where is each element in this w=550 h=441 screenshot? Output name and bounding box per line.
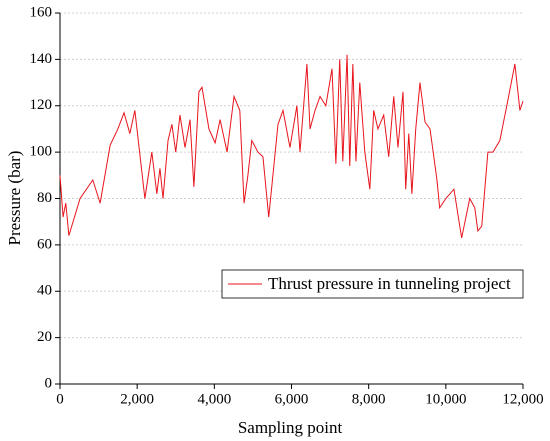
x-tick-label: 6,000 [275, 391, 309, 407]
x-tick-label: 10,000 [425, 391, 466, 407]
x-tick-label: 12,000 [502, 391, 543, 407]
y-tick-label: 0 [45, 375, 53, 391]
y-tick-label: 120 [30, 97, 53, 113]
y-tick-label: 100 [30, 144, 53, 160]
y-axis-label: Pressure (bar) [5, 151, 24, 246]
x-tick-label: 8,000 [352, 391, 386, 407]
y-tick-label: 140 [30, 51, 53, 67]
y-tick-label: 160 [30, 4, 53, 20]
x-tick-label: 2,000 [120, 391, 154, 407]
legend-label: Thrust pressure in tunneling project [268, 274, 511, 293]
x-tick-label: 0 [56, 391, 64, 407]
y-tick-label: 60 [37, 236, 52, 252]
data-line [59, 54, 524, 239]
y-tick-label: 20 [37, 329, 52, 345]
y-tick-label: 80 [37, 190, 52, 206]
legend-box [221, 269, 524, 299]
x-axis-label: Sampling point [238, 418, 343, 437]
y-tick-label: 40 [37, 283, 52, 299]
x-tick-label: 4,000 [197, 391, 231, 407]
